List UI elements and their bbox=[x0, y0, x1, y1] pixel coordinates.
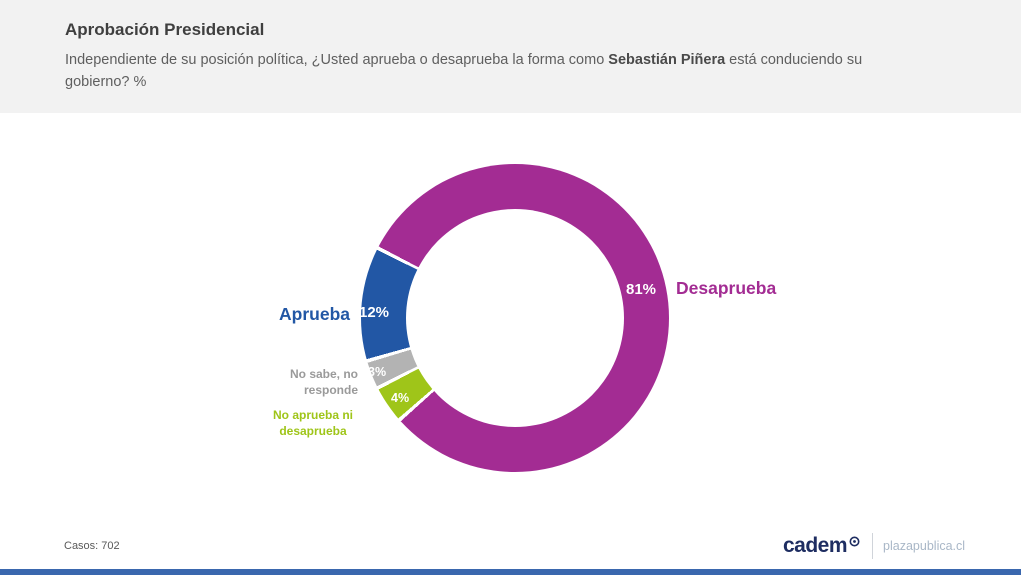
question-text-after: está conduciendo su gobierno? % bbox=[65, 52, 863, 90]
value-no-aprueba: 4% bbox=[391, 391, 410, 405]
value-desaprueba: 81% bbox=[626, 281, 657, 298]
plazapublica-link: plazapublica.cl bbox=[883, 539, 966, 553]
survey-question: Independiente de su posición política, ¿… bbox=[65, 49, 915, 93]
footer-branding: cadem plazapublica.cl bbox=[783, 533, 965, 559]
cases-count: Casos: 702 bbox=[64, 540, 120, 552]
value-aprueba: 12% bbox=[359, 304, 390, 321]
donut-chart bbox=[361, 164, 669, 472]
chart-area: Desaprueba Aprueba No sabe, no responde … bbox=[0, 113, 1021, 568]
label-aprueba: Aprueba bbox=[279, 304, 350, 324]
donut-hole bbox=[406, 209, 624, 427]
value-no-sabe: 3% bbox=[368, 365, 387, 379]
cadem-logo-circle-icon bbox=[849, 534, 860, 552]
page-title: Aprobación Presidencial bbox=[65, 20, 265, 39]
label-no-sabe-no-responde: No sabe, no responde bbox=[289, 367, 358, 397]
header: Aprobación Presidencial Independiente de… bbox=[0, 0, 1021, 113]
cadem-logo: cadem bbox=[783, 534, 848, 557]
question-subject-name: Sebastián Piñera bbox=[608, 52, 726, 68]
footer-divider bbox=[872, 533, 874, 559]
question-text-before: Independiente de su posición política, ¿… bbox=[65, 52, 609, 68]
label-desaprueba: Desaprueba bbox=[676, 278, 777, 298]
bottom-accent-bar bbox=[0, 569, 1021, 575]
label-no-aprueba-ni-desaprueba: No aprueba ni desaprueba bbox=[272, 408, 353, 438]
